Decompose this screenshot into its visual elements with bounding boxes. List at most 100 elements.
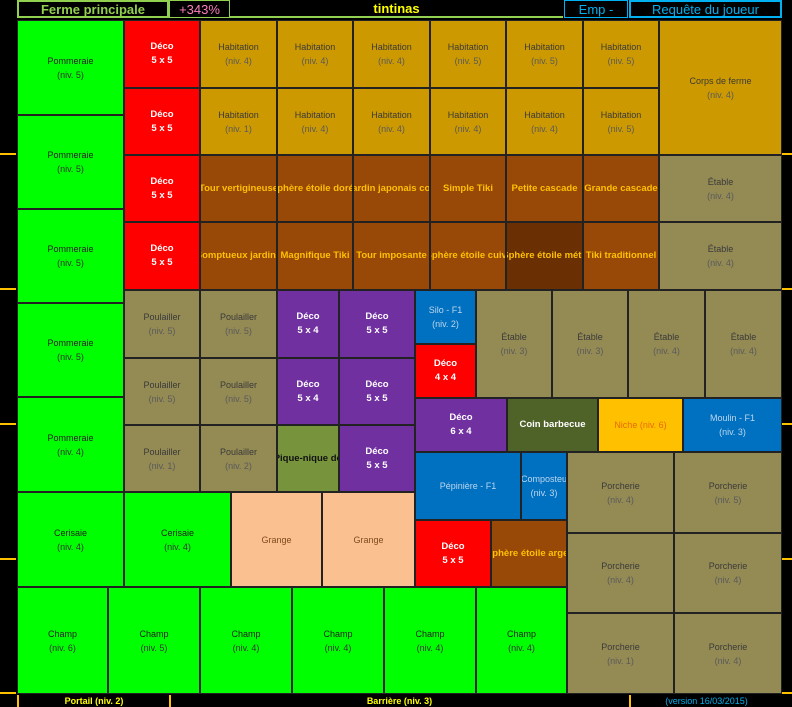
- building-name: Sphère étoile arger: [492, 547, 566, 559]
- building-orchard[interactable]: Pommeraie (niv. 4): [17, 397, 124, 492]
- building-level: (niv. 4): [301, 56, 329, 66]
- building-level: (niv. 5): [57, 164, 84, 174]
- building-animal[interactable]: Porcherie (niv. 4): [674, 533, 782, 613]
- building-animal[interactable]: Étable (niv. 3): [476, 290, 552, 398]
- building-decor-building[interactable]: Sphère étoile arger: [491, 520, 567, 587]
- building-level: 5 x 5: [442, 554, 464, 566]
- building-orchard[interactable]: Cerisaie (niv. 4): [124, 492, 231, 587]
- building-name: Déco: [365, 445, 389, 457]
- building-housing[interactable]: Habitation (niv. 4): [353, 20, 430, 88]
- building-name: Pommeraie: [47, 244, 94, 254]
- building-housing[interactable]: Habitation (niv. 4): [277, 20, 353, 88]
- building-deco[interactable]: Déco 4 x 4: [415, 344, 476, 398]
- building-niche[interactable]: Niche (niv. 6): [598, 398, 683, 452]
- building-name: Sphère étoile cuivr: [431, 250, 505, 261]
- building-name: Porcherie: [601, 561, 640, 571]
- building-decor-building[interactable]: Tour vertigineuse: [200, 155, 277, 222]
- building-orchard[interactable]: Champ (niv. 4): [384, 587, 476, 694]
- building-orchard[interactable]: Champ (niv. 6): [17, 587, 108, 694]
- building-animal[interactable]: Étable (niv. 4): [659, 155, 782, 222]
- building-orchard[interactable]: Champ (niv. 5): [108, 587, 200, 694]
- building-animal[interactable]: Poulailler (niv. 5): [124, 290, 200, 358]
- building-purple-deco[interactable]: Déco 5 x 5: [339, 425, 415, 492]
- building-housing[interactable]: Habitation (niv. 4): [200, 20, 277, 88]
- emp-link[interactable]: Emp -: [564, 0, 628, 18]
- building-orchard[interactable]: Pommeraie (niv. 5): [17, 20, 124, 115]
- building-purple-deco[interactable]: Déco 5 x 5: [339, 358, 415, 425]
- building-blue[interactable]: Silo - F1 (niv. 2): [415, 290, 476, 344]
- building-animal[interactable]: Poulailler (niv. 5): [200, 358, 277, 425]
- building-bbq[interactable]: Coin barbecue: [507, 398, 598, 452]
- building-animal[interactable]: Poulailler (niv. 1): [124, 425, 200, 492]
- building-decor-building[interactable]: Somptueux jardin j: [200, 222, 277, 290]
- building-barn[interactable]: Grange: [322, 492, 415, 587]
- building-decor-building[interactable]: Sphère étoile cuivr: [430, 222, 506, 290]
- building-decor-building[interactable]: Tiki traditionnel: [583, 222, 659, 290]
- building-animal[interactable]: Porcherie (niv. 4): [674, 613, 782, 694]
- building-housing[interactable]: Habitation (niv. 5): [430, 20, 506, 88]
- building-animal[interactable]: Poulailler (niv. 5): [124, 358, 200, 425]
- building-housing[interactable]: Habitation (niv. 4): [506, 88, 583, 155]
- building-level: (niv. 4): [653, 346, 680, 356]
- building-purple-deco[interactable]: Déco 5 x 4: [277, 290, 339, 358]
- building-name: Pommeraie: [47, 55, 94, 66]
- farm-name[interactable]: Ferme principale: [17, 0, 169, 18]
- building-blue[interactable]: Moulin - F1 (niv. 3): [683, 398, 782, 452]
- building-decor-building[interactable]: Tour imposante: [353, 222, 430, 290]
- building-housing[interactable]: Corps de ferme (niv. 4): [659, 20, 782, 155]
- building-animal[interactable]: Porcherie (niv. 4): [567, 452, 674, 533]
- building-barn[interactable]: Grange: [231, 492, 322, 587]
- building-deco[interactable]: Déco 5 x 5: [415, 520, 491, 587]
- building-purple-deco[interactable]: Déco 5 x 4: [277, 358, 339, 425]
- building-name: Déco: [150, 108, 174, 120]
- building-housing[interactable]: Habitation (niv. 1): [200, 88, 277, 155]
- building-orchard[interactable]: Pommeraie (niv. 5): [17, 115, 124, 209]
- player-request-link[interactable]: Requête du joueur: [629, 0, 782, 18]
- building-decor-building[interactable]: Sphère étoile dorée: [277, 155, 353, 222]
- building-animal[interactable]: Porcherie (niv. 1): [567, 613, 674, 694]
- building-name: Habitation: [218, 109, 259, 120]
- building-animal[interactable]: Poulailler (niv. 5): [200, 290, 277, 358]
- building-animal[interactable]: Poulailler (niv. 2): [200, 425, 277, 492]
- building-dark-decor[interactable]: Sphère étoile mété: [506, 222, 583, 290]
- building-purple-deco[interactable]: Déco 6 x 4: [415, 398, 507, 452]
- building-deco[interactable]: Déco 5 x 5: [124, 20, 200, 88]
- building-decor-building[interactable]: Magnifique Tiki: [277, 222, 353, 290]
- building-deco[interactable]: Déco 5 x 5: [124, 88, 200, 155]
- building-housing[interactable]: Habitation (niv. 4): [277, 88, 353, 155]
- building-deco[interactable]: Déco 5 x 5: [124, 155, 200, 222]
- building-decor-building[interactable]: Grande cascade: [583, 155, 659, 222]
- building-animal[interactable]: Étable (niv. 3): [552, 290, 628, 398]
- building-orchard[interactable]: Pommeraie (niv. 5): [17, 209, 124, 303]
- building-blue[interactable]: Pépinière - F1: [415, 452, 521, 520]
- building-housing[interactable]: Habitation (niv. 4): [430, 88, 506, 155]
- building-name: Déco: [441, 540, 465, 552]
- building-decor-building[interactable]: Simple Tiki: [430, 155, 506, 222]
- building-housing[interactable]: Habitation (niv. 4): [353, 88, 430, 155]
- building-decor-building[interactable]: Jardin japonais con: [353, 155, 430, 222]
- building-level: 5 x 5: [151, 189, 173, 201]
- building-orchard[interactable]: Champ (niv. 4): [292, 587, 384, 694]
- building-deco[interactable]: Déco 5 x 5: [124, 222, 200, 290]
- building-purple-deco[interactable]: Déco 5 x 5: [339, 290, 415, 358]
- building-housing[interactable]: Habitation (niv. 5): [583, 88, 659, 155]
- building-blue[interactable]: Composteu (niv. 3): [521, 452, 567, 520]
- building-animal[interactable]: Porcherie (niv. 4): [567, 533, 674, 613]
- fence-label[interactable]: Barrière (niv. 3): [169, 695, 628, 707]
- building-name: Porcherie: [601, 641, 640, 652]
- building-orchard[interactable]: Champ (niv. 4): [200, 587, 292, 694]
- building-animal[interactable]: Étable (niv. 4): [705, 290, 782, 398]
- building-decor-building[interactable]: Petite cascade: [506, 155, 583, 222]
- building-orchard[interactable]: Champ (niv. 4): [476, 587, 567, 694]
- building-housing[interactable]: Habitation (niv. 5): [583, 20, 659, 88]
- building-housing[interactable]: Habitation (niv. 5): [506, 20, 583, 88]
- gate-label[interactable]: Portail (niv. 2): [17, 695, 169, 707]
- building-orchard[interactable]: Pommeraie (niv. 5): [17, 303, 124, 397]
- building-level: (niv. 4): [607, 494, 634, 505]
- building-animal[interactable]: Porcherie (niv. 5): [674, 452, 782, 533]
- building-level: (niv. 2): [432, 319, 459, 329]
- building-animal[interactable]: Étable (niv. 4): [628, 290, 705, 398]
- building-olive[interactable]: Pique-nique do: [277, 425, 339, 492]
- building-orchard[interactable]: Cerisaie (niv. 4): [17, 492, 124, 587]
- building-animal[interactable]: Étable (niv. 4): [659, 222, 782, 290]
